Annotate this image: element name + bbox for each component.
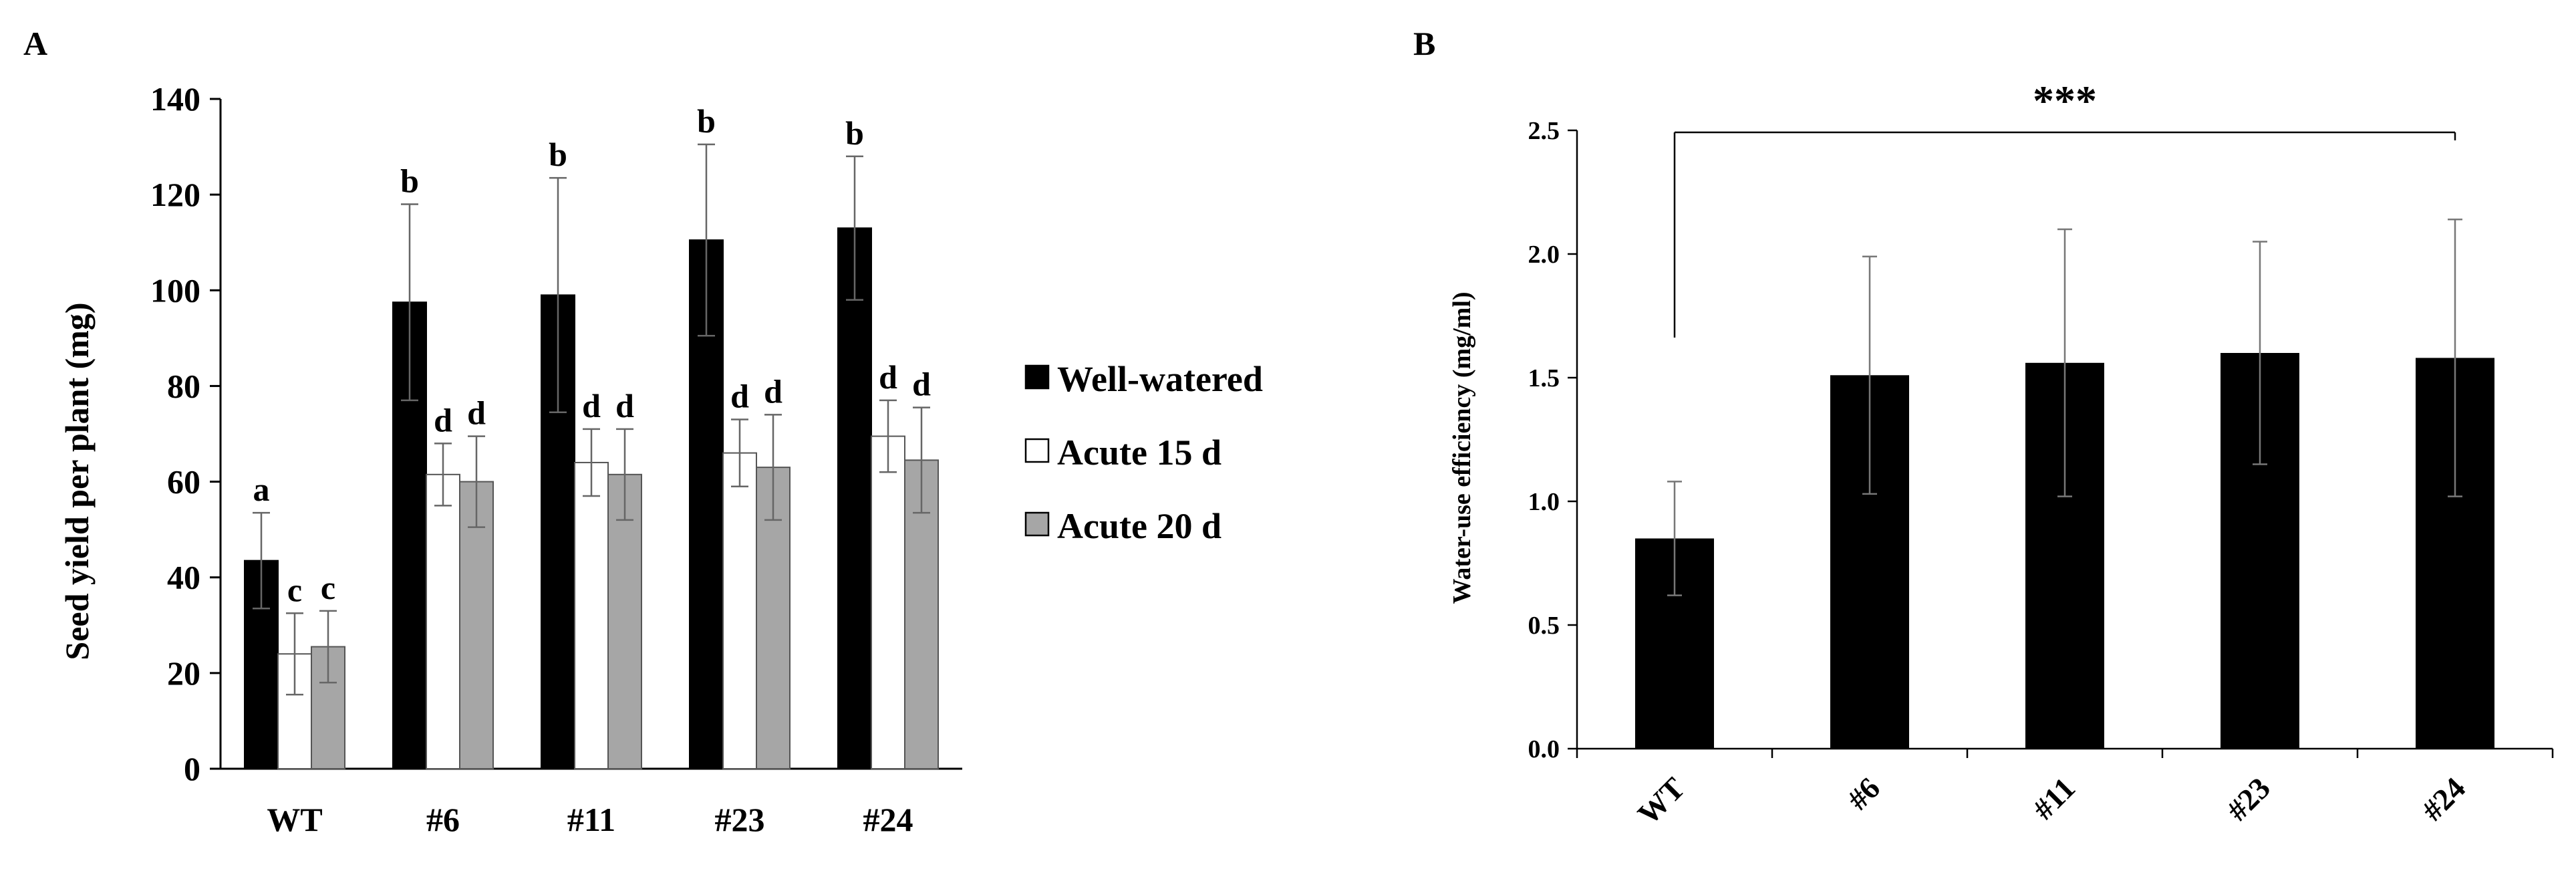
significance-letter: b [549, 136, 567, 173]
bar [837, 227, 872, 769]
x-tick-label-b: #24 [2415, 771, 2472, 828]
y-tick-label-b: 0.5 [1528, 612, 1560, 640]
x-tick-label-a: #6 [426, 801, 460, 838]
legend-label: Well-watered [1057, 359, 1263, 399]
significance-letter: d [912, 366, 931, 403]
chart-panel-b: B 0.0 0.5 1.0 1.5 2.0 2.5 WT #6 #11 #23 #24 Water… [1413, 25, 2554, 831]
bars-b [1635, 218, 2494, 749]
y-axis-label-a: Seed yield per plant (mg) [58, 302, 96, 660]
significance-letter: d [615, 387, 634, 424]
y-tick-label-a: 120 [150, 176, 200, 213]
y-tick-label-a: 140 [150, 80, 200, 118]
bar [607, 473, 642, 769]
bar [574, 461, 609, 769]
y-tick-label-b: 1.5 [1528, 364, 1560, 392]
bar [722, 452, 757, 770]
y-tick-label-b: 2.0 [1528, 241, 1560, 269]
legend-swatch [1024, 511, 1050, 537]
significance-letter: b [697, 102, 716, 140]
significance-bracket: *** [1673, 77, 2456, 338]
legend-a: Well-watered Acute 15 d Acute 20 d [1024, 359, 1263, 546]
y-tick-label-a: 100 [150, 271, 200, 309]
significance-letter: d [730, 378, 749, 415]
legend-swatch [1024, 438, 1050, 463]
x-tick-label-a: #11 [567, 801, 615, 838]
x-tick-label-a: #23 [715, 801, 765, 838]
panel-label-b: B [1413, 25, 1435, 62]
bar [426, 473, 460, 769]
significance-stars: *** [2033, 77, 2097, 124]
y-tick-label-a: 20 [167, 654, 200, 692]
bar [871, 435, 905, 769]
legend-label: Acute 20 d [1057, 506, 1222, 546]
legend-label: Acute 15 d [1057, 432, 1222, 473]
significance-letter: d [879, 358, 897, 396]
y-tick-label-b: 2.5 [1528, 117, 1560, 145]
y-tick-label-b: 0.0 [1528, 735, 1560, 763]
significance-letter: c [287, 571, 302, 608]
y-tick-label-a: 60 [167, 463, 200, 501]
x-tick-label-b: WT [1631, 771, 1691, 831]
bars-a: ac cbd dbd dbd dbd d [244, 102, 939, 770]
x-tick-label-b: #11 [2026, 771, 2082, 826]
x-tick-label-b: #6 [1840, 771, 1886, 817]
x-axis-b: WT #6 #11 #23 #24 [1631, 771, 2472, 831]
y-tick-label-b: 1.0 [1528, 488, 1560, 516]
x-tick-label-a: #24 [863, 801, 913, 838]
legend-swatch [1024, 364, 1050, 390]
significance-letter: d [764, 372, 782, 410]
x-axis-a: WT #6 #11 #23 #24 [267, 801, 913, 838]
y-axis-label-b: Water-use efficiency (mg/ml) [1448, 291, 1476, 604]
significance-letter: c [321, 569, 335, 606]
significance-letter: d [467, 394, 486, 432]
significance-letter: a [253, 471, 270, 508]
x-tick-label-b: #23 [2220, 771, 2277, 828]
significance-letter: b [400, 162, 419, 199]
x-tick-label-a: WT [267, 801, 322, 838]
y-tick-label-a: 0 [184, 750, 200, 787]
significance-letter: d [582, 387, 601, 424]
significance-letter: d [434, 401, 452, 439]
y-tick-label-a: 80 [167, 367, 200, 404]
significance-letter: b [845, 114, 864, 152]
y-tick-label-a: 40 [167, 559, 200, 596]
panel-label-a: A [23, 25, 47, 62]
